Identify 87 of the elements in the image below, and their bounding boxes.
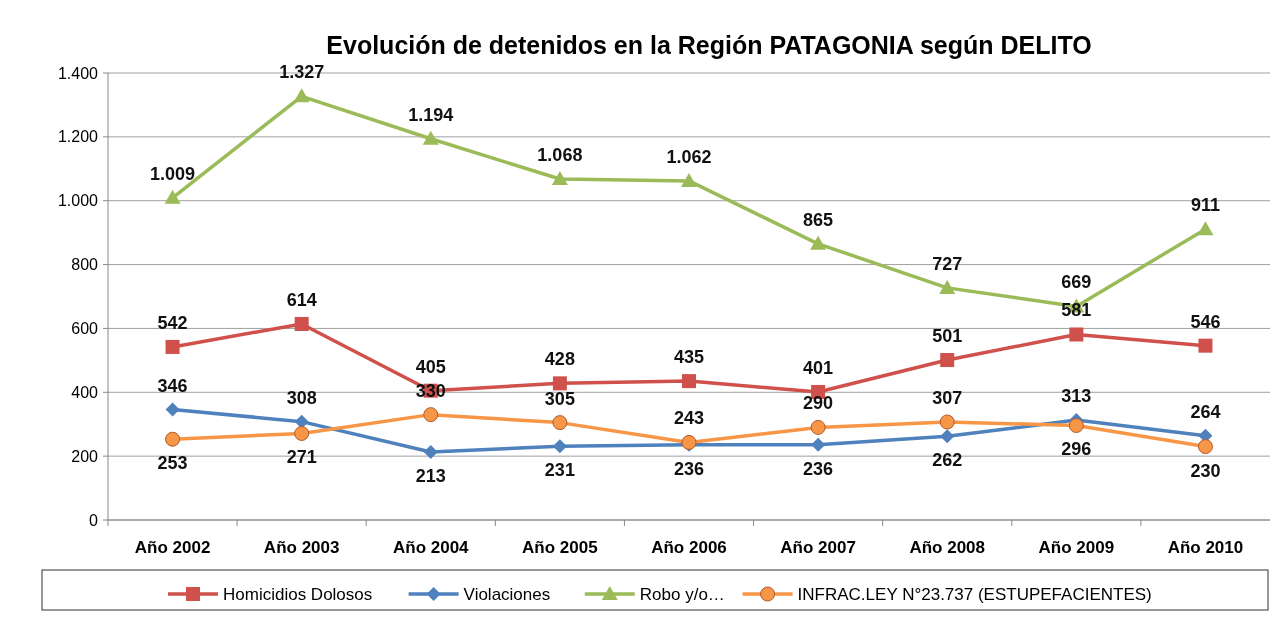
point — [810, 235, 827, 250]
data-label: 1.068 — [537, 145, 583, 165]
data-label: 911 — [1190, 195, 1220, 216]
data-label: 614 — [286, 289, 317, 310]
point — [165, 339, 180, 354]
y-tick-label: 0 — [89, 511, 99, 529]
y-tick-label: 1.400 — [57, 64, 99, 82]
chart-title: Evolución de detenidos en la Región PATAGONIA según DELITO — [326, 31, 1092, 59]
data-label: 1.009 — [150, 163, 196, 184]
data-label: 1.194 — [408, 104, 454, 125]
point — [940, 429, 955, 444]
y-tick-label: 600 — [71, 320, 99, 338]
point — [1198, 338, 1213, 353]
y-tick-label: 400 — [71, 383, 99, 401]
data-label: 213 — [415, 465, 446, 486]
point — [165, 402, 180, 417]
y-tick-label: 1.000 — [57, 192, 99, 210]
point — [293, 88, 310, 103]
y-tick-label: 200 — [71, 447, 99, 465]
data-label: 1.327 — [279, 62, 325, 83]
x-tick-label: Año 2005 — [522, 538, 598, 557]
point — [1068, 417, 1084, 433]
point — [551, 171, 568, 185]
point — [552, 376, 567, 391]
x-tick-label: Año 2007 — [780, 538, 856, 557]
data-label: 296 — [1061, 439, 1092, 460]
data-label: 401 — [803, 357, 834, 378]
x-tick-label: Año 2008 — [909, 538, 986, 557]
point — [164, 189, 181, 204]
point — [423, 444, 438, 459]
data-label: 865 — [803, 209, 834, 230]
data-label: 405 — [415, 356, 446, 377]
legend-label: Homicidios Dolosos — [223, 584, 373, 604]
data-label: 1.062 — [666, 146, 712, 167]
point — [810, 419, 826, 435]
data-label: 262 — [932, 450, 963, 471]
data-label: 305 — [544, 388, 575, 409]
y-tick-label: 1.200 — [57, 128, 99, 146]
legend-label: INFRAC.LEY N°23.737 (ESTUPEFACIENTES) — [797, 584, 1152, 604]
point — [1197, 439, 1213, 455]
data-label: 243 — [673, 408, 705, 429]
point — [940, 353, 955, 368]
x-tick-label: Año 2003 — [263, 538, 340, 557]
data-label: 546 — [1190, 311, 1221, 332]
point — [682, 374, 696, 389]
legend-label: Robo y/o… — [639, 584, 725, 604]
x-tick-label: Año 2010 — [1167, 538, 1244, 557]
data-label: 330 — [415, 380, 446, 401]
x-tick-label: Año 2004 — [392, 538, 470, 557]
x-tick-label: Año 2002 — [134, 538, 211, 557]
data-label: 669 — [1061, 272, 1092, 293]
legend-label: Violaciones — [463, 584, 551, 604]
point — [681, 172, 697, 187]
point — [294, 425, 310, 441]
data-label: 727 — [932, 253, 963, 274]
data-label: 290 — [803, 393, 834, 414]
data-label: 236 — [673, 458, 705, 479]
data-label: 542 — [157, 312, 188, 333]
data-label: 313 — [1061, 386, 1092, 407]
data-label: 307 — [932, 387, 963, 408]
data-label: 308 — [286, 387, 317, 408]
point — [422, 130, 439, 145]
data-label: 428 — [544, 349, 575, 370]
data-label: 271 — [286, 447, 317, 468]
data-label: 346 — [157, 375, 188, 396]
y-tick-label: 800 — [71, 256, 99, 274]
data-label: 236 — [803, 458, 834, 479]
data-label: 435 — [673, 347, 705, 368]
point — [294, 316, 309, 331]
point — [552, 439, 567, 454]
point — [1197, 221, 1214, 236]
data-label: 231 — [544, 460, 575, 481]
point — [552, 415, 568, 431]
point — [939, 414, 955, 430]
x-tick-label: Año 2006 — [651, 538, 727, 557]
data-label: 581 — [1061, 300, 1092, 321]
data-label: 264 — [1190, 401, 1221, 422]
point — [1069, 327, 1084, 342]
x-tick-label: Año 2009 — [1038, 538, 1115, 557]
point — [423, 407, 439, 423]
point — [294, 414, 309, 429]
data-label: 501 — [932, 326, 963, 347]
point — [939, 279, 956, 294]
data-label: 230 — [1190, 460, 1221, 481]
data-label: 253 — [157, 453, 188, 474]
point — [165, 431, 181, 447]
point — [811, 437, 826, 452]
